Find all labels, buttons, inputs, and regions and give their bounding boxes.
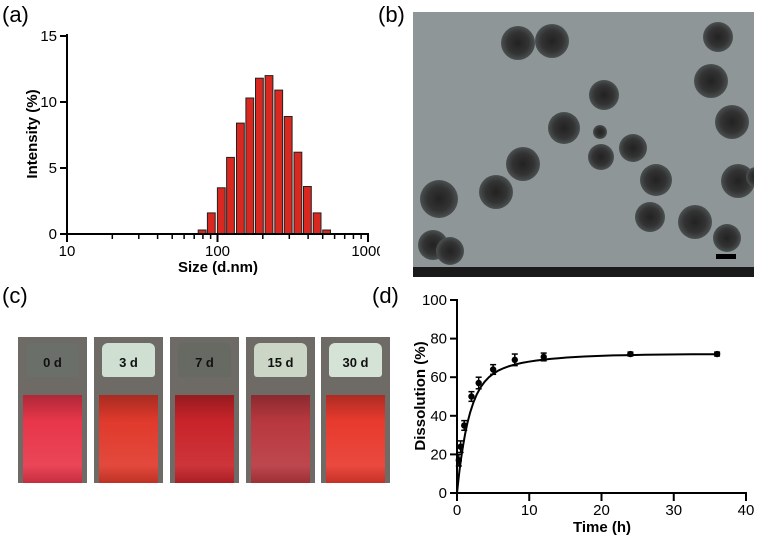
nanoparticle xyxy=(678,205,712,239)
nanoparticle xyxy=(715,105,749,139)
data-point xyxy=(489,366,497,373)
x-tick-label: 40 xyxy=(738,502,755,519)
size-bar xyxy=(226,156,235,235)
data-point xyxy=(475,379,482,387)
panel-label-d: (d) xyxy=(372,283,399,308)
panel-label-b: (b) xyxy=(378,2,405,27)
size-bar xyxy=(293,151,303,235)
vial-cap: 3 d xyxy=(102,343,155,377)
vial-30d: 30 d xyxy=(321,337,390,483)
vial-15d: 15 d xyxy=(246,337,315,483)
vial-label: 7 d xyxy=(195,355,214,370)
x-tick-label: 20 xyxy=(593,502,610,519)
vial-glass xyxy=(23,377,82,483)
vial-cap: 15 d xyxy=(254,343,307,377)
y-tick-label: 20 xyxy=(430,446,447,463)
nanoparticle xyxy=(703,22,733,52)
nanoparticle xyxy=(501,26,535,60)
nanoparticle xyxy=(420,180,458,218)
scale-bar xyxy=(716,254,736,259)
nanoparticle xyxy=(548,112,580,144)
y-tick-label: 5 xyxy=(49,160,57,177)
nanoparticle xyxy=(640,164,672,196)
y-tick-label: 0 xyxy=(49,226,57,243)
nanoparticle xyxy=(479,175,513,209)
x-tick-label: 30 xyxy=(665,502,682,519)
vial-glass xyxy=(175,377,234,483)
vial-liquid xyxy=(175,395,234,483)
nanoparticle xyxy=(588,144,614,170)
nanoparticle xyxy=(593,125,607,139)
size-bar xyxy=(312,212,322,235)
x-tick-label: 0 xyxy=(453,502,461,519)
y-tick-label: 100 xyxy=(422,292,447,309)
size-bar xyxy=(245,97,255,235)
y-tick-label: 40 xyxy=(430,408,447,425)
nanoparticle xyxy=(506,147,540,181)
vial-cap: 7 d xyxy=(178,343,231,377)
y-axis-title: Intensity (%) xyxy=(24,89,41,178)
size-bar xyxy=(303,186,312,235)
dissolution-curve xyxy=(456,353,718,494)
vial-label: 0 d xyxy=(43,355,62,370)
panel-label-c: (c) xyxy=(2,283,28,308)
nanoparticle xyxy=(589,80,619,110)
size-bar xyxy=(274,89,284,235)
vial-liquid xyxy=(99,395,158,483)
size-bar xyxy=(255,77,264,235)
y-tick-label: 10 xyxy=(40,94,57,111)
y-tick-label: 60 xyxy=(430,369,447,386)
data-point xyxy=(713,350,721,358)
vial-label: 30 d xyxy=(342,355,369,370)
vial-0d: 0 d xyxy=(18,337,87,483)
x-tick-label: 10 xyxy=(521,502,538,519)
panel-label-a: (a) xyxy=(2,2,29,27)
data-point xyxy=(461,422,468,429)
y-tick-label: 15 xyxy=(40,28,57,45)
nanoparticle xyxy=(436,237,464,265)
size-bar xyxy=(236,122,245,235)
data-point xyxy=(511,356,518,364)
vial-glass xyxy=(99,377,158,483)
nanoparticle xyxy=(635,202,665,232)
vial-3d: 3 d xyxy=(94,337,163,483)
nanoparticle xyxy=(619,134,647,162)
data-point xyxy=(627,350,634,358)
data-point xyxy=(540,353,547,361)
nanoparticle xyxy=(535,24,569,58)
vial-photo: 0 d 3 d 7 d 15 d 30 d xyxy=(18,337,390,483)
x-tick-label: 10 xyxy=(59,243,76,260)
y-tick-label: 0 xyxy=(439,485,447,502)
x-axis-title: Size (d.nm) xyxy=(178,259,258,276)
size-bars xyxy=(197,75,332,235)
size-bar xyxy=(264,75,274,235)
size-bar xyxy=(283,116,293,235)
vial-label: 3 d xyxy=(119,355,138,370)
vial-glass xyxy=(326,377,385,483)
tem-micrograph xyxy=(413,12,754,277)
data-point xyxy=(457,443,464,450)
vial-7d: 7 d xyxy=(170,337,239,483)
vial-liquid xyxy=(251,395,310,483)
data-point xyxy=(455,456,463,464)
vial-glass xyxy=(251,377,310,483)
nanoparticle xyxy=(746,167,754,187)
micrograph-info-strip xyxy=(413,267,754,277)
vial-label: 15 d xyxy=(267,355,294,370)
size-bar xyxy=(216,187,226,235)
y-axis-title: Dissolution (%) xyxy=(412,341,429,450)
x-tick-label: 100 xyxy=(205,243,230,260)
data-point xyxy=(468,393,475,400)
vial-cap: 0 d xyxy=(26,343,79,377)
vial-cap: 30 d xyxy=(329,343,382,377)
nanoparticle xyxy=(713,224,741,252)
vial-liquid xyxy=(326,395,385,483)
size-bar xyxy=(206,212,216,235)
x-axis-title: Time (h) xyxy=(573,519,631,536)
vial-liquid xyxy=(23,395,82,483)
y-tick-label: 80 xyxy=(430,331,447,348)
nanoparticle xyxy=(694,64,728,98)
